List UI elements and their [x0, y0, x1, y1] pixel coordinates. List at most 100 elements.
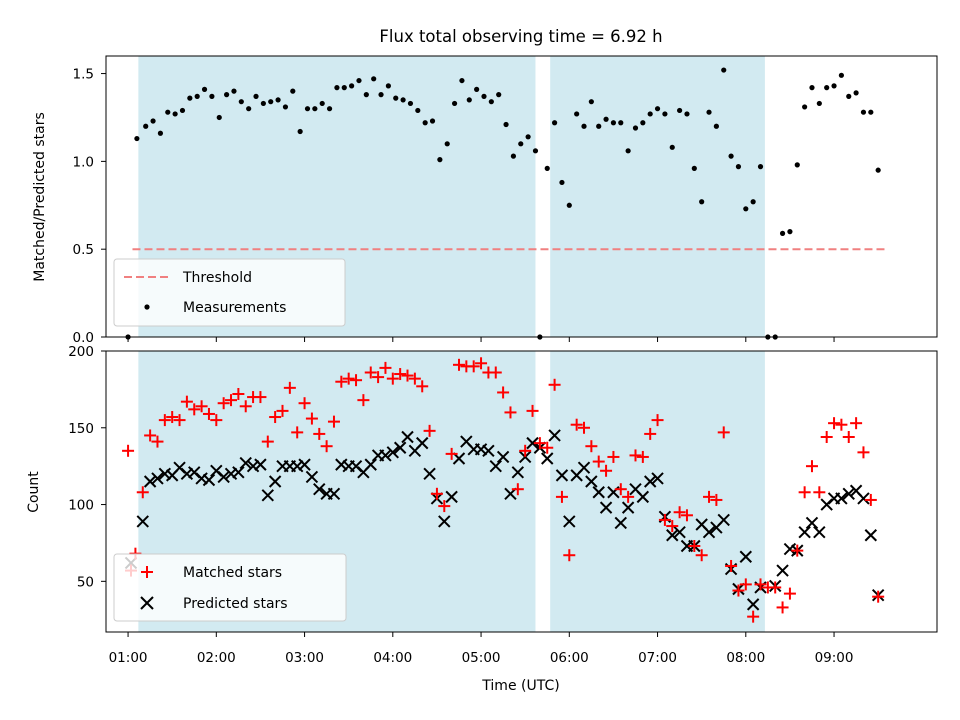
matched-star-point — [614, 483, 627, 496]
measurement-point — [588, 99, 594, 105]
measurement-point — [532, 148, 539, 154]
predicted-star-point — [386, 446, 400, 459]
predicted-star-point — [246, 459, 260, 473]
measurement-point — [559, 179, 565, 186]
measurement-point — [757, 164, 764, 170]
measurement-point — [393, 95, 399, 101]
measurement-point — [378, 92, 384, 98]
count-legend: Matched stars Predicted stars — [113, 553, 347, 622]
x-tick-label: 03:00 — [285, 650, 324, 666]
measurement-point — [260, 100, 266, 107]
measurement-point — [525, 134, 531, 140]
matched-star-point — [394, 368, 407, 381]
measurement-point — [282, 104, 289, 110]
measurement-point — [574, 111, 580, 117]
predicted-star-point — [835, 492, 848, 505]
measurement-point — [802, 104, 808, 110]
matched-star-point — [710, 493, 723, 506]
predicted-star-point — [379, 449, 392, 462]
matched-star-point — [872, 590, 885, 603]
measurement-point — [581, 123, 587, 129]
measurement-point — [444, 141, 450, 147]
predicted-star-point — [555, 469, 569, 482]
measurement-point — [544, 165, 550, 171]
matched-star-point — [188, 403, 201, 416]
measurement-point — [363, 92, 369, 98]
predicted-star-point — [864, 529, 878, 542]
measurement-point — [875, 167, 881, 173]
predicted-star-point — [643, 475, 657, 488]
matched-star-point — [313, 427, 326, 440]
matched-star-point — [739, 578, 752, 591]
predicted-star-point — [401, 430, 414, 444]
matched-star-point — [254, 391, 267, 404]
matched-star-point — [842, 430, 855, 443]
measurement-point — [150, 118, 156, 124]
measurement-point — [231, 88, 237, 94]
x-tick-label: 08:00 — [726, 650, 765, 666]
measurement-point — [713, 123, 719, 129]
matched-star-point — [798, 486, 811, 499]
predicted-star-point — [783, 542, 797, 556]
matched-star-point — [747, 610, 760, 623]
x-tick-label: 06:00 — [550, 650, 589, 666]
measurement-point — [246, 106, 252, 112]
measurement-point — [415, 107, 421, 114]
measurement-point — [268, 99, 274, 105]
matched-star-point — [555, 490, 568, 503]
predicted-star-point — [313, 482, 326, 496]
y-tick-label: 1.0 — [73, 154, 94, 170]
matched-star-point — [202, 407, 215, 420]
predicted-star-point — [217, 470, 230, 484]
predicted-star-point — [805, 516, 819, 530]
matched-star-point — [717, 426, 730, 439]
measurement-point — [684, 111, 690, 117]
measurement-point — [503, 121, 509, 128]
matched-star-point — [658, 513, 671, 526]
measurement-point — [794, 162, 800, 168]
predicted-star-point — [202, 473, 216, 487]
matched-star-point — [445, 447, 458, 460]
measurement-point — [459, 77, 465, 84]
predicted-star-point — [621, 501, 635, 514]
legend-matched-label: Matched stars — [183, 565, 282, 581]
ratio-legend-box — [113, 258, 346, 327]
predicted-star-point — [717, 513, 730, 527]
measurement-point — [157, 130, 164, 136]
measurement-point — [201, 86, 208, 92]
predicted-star-point — [489, 459, 502, 473]
matched-star-point — [504, 406, 517, 419]
predicted-star-point — [180, 467, 194, 481]
predicted-star-point — [364, 458, 377, 471]
measurement-point — [518, 141, 524, 147]
x-tick-label: 02:00 — [197, 650, 236, 666]
matched-star-point — [195, 400, 208, 413]
measurement-point — [253, 93, 259, 99]
matched-star-point — [269, 411, 282, 424]
matched-star-point — [857, 446, 870, 459]
predicted-star-point — [526, 436, 539, 450]
chart-title: Flux total observing time = 6.92 h — [379, 27, 662, 46]
matched-star-point — [636, 450, 649, 463]
matched-star-point — [342, 372, 355, 385]
predicted-star-point — [666, 529, 679, 542]
predicted-star-point — [224, 467, 238, 481]
measurement-point — [846, 93, 852, 99]
matched-star-point — [769, 581, 782, 594]
matched-star-point — [283, 381, 296, 394]
ratio-x-ticks — [127, 337, 835, 342]
legend-predicted-label: Predicted stars — [183, 596, 288, 612]
measurement-point — [824, 85, 830, 91]
measurement-point — [312, 106, 318, 112]
measurement-point — [618, 120, 624, 126]
predicted-star-point — [298, 458, 311, 471]
matched-star-point — [210, 414, 223, 427]
matched-star-point — [497, 386, 510, 399]
matched-star-point — [791, 544, 804, 557]
matched-star-point — [563, 549, 576, 562]
measurement-point — [868, 109, 874, 115]
predicted-star-point — [496, 450, 510, 464]
predicted-star-point — [651, 472, 664, 485]
predicted-star-point — [746, 598, 760, 611]
